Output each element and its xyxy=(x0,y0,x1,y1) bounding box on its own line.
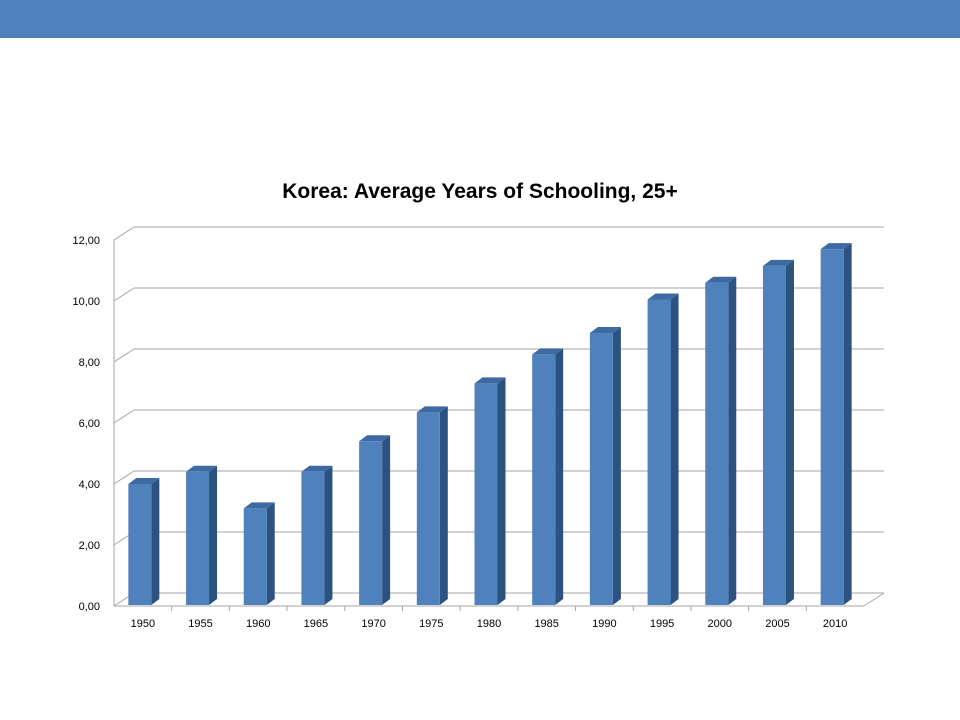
y-tick-label: 4,00 xyxy=(79,479,100,491)
x-tick-label: 1955 xyxy=(188,618,212,630)
x-tick-label: 1995 xyxy=(650,618,674,630)
y-tick-label: 6,00 xyxy=(79,418,100,430)
floor-edge xyxy=(863,592,885,607)
bar-top xyxy=(186,465,218,472)
x-tick-label: 1985 xyxy=(534,618,558,630)
chart-title: Korea: Average Years of Schooling, 25+ xyxy=(282,180,678,203)
x-tick-label: 1950 xyxy=(131,618,155,630)
gridline-depth xyxy=(113,409,135,424)
x-tick-label: 1960 xyxy=(246,618,270,630)
bar-top xyxy=(128,478,160,484)
bar-top xyxy=(359,435,391,442)
bar-top xyxy=(416,406,448,413)
bar-top xyxy=(820,243,852,250)
bar-top xyxy=(705,276,737,283)
grid-layer xyxy=(113,226,885,611)
bar-side xyxy=(670,293,679,605)
x-tick-label: 1965 xyxy=(304,618,328,630)
bar-side xyxy=(439,406,448,605)
x-tick-label: 2000 xyxy=(708,618,732,630)
bar-side xyxy=(555,348,564,605)
bar xyxy=(589,333,613,605)
bar-top xyxy=(589,327,621,334)
bar xyxy=(647,299,671,605)
gridline-depth xyxy=(113,348,135,363)
bar-top xyxy=(532,348,564,355)
x-tick-label: 1980 xyxy=(477,618,501,630)
x-tick-label: 1990 xyxy=(592,618,616,630)
bar-side xyxy=(324,465,333,605)
bar-side xyxy=(728,276,737,605)
bar xyxy=(474,383,498,605)
bar-side xyxy=(382,435,391,605)
bar xyxy=(762,265,786,605)
y-tick-label: 12,00 xyxy=(72,235,100,247)
bar xyxy=(186,471,210,605)
bar-top xyxy=(243,502,275,509)
bar xyxy=(705,282,729,605)
bar-side xyxy=(785,259,794,605)
bar-top xyxy=(647,293,679,300)
bar-side xyxy=(497,377,506,605)
x-tick-label: 2010 xyxy=(823,618,847,630)
x-tick-label: 1970 xyxy=(361,618,385,630)
bar-layer xyxy=(128,243,852,605)
bar-side xyxy=(209,465,218,605)
bar xyxy=(243,508,267,605)
bar xyxy=(820,249,844,605)
bar-side xyxy=(843,243,852,605)
y-tick-label: 0,00 xyxy=(79,601,100,613)
bar-side xyxy=(612,327,621,605)
y-tick-label: 10,00 xyxy=(72,296,100,308)
bar xyxy=(301,471,325,605)
y-tick-label: 2,00 xyxy=(79,540,100,552)
bar-top xyxy=(474,377,506,384)
bar xyxy=(128,484,152,605)
bar xyxy=(532,354,556,605)
x-tick-label: 2005 xyxy=(765,618,789,630)
bar-top xyxy=(762,259,794,266)
gridline-depth xyxy=(113,287,135,302)
x-tick-label: 1975 xyxy=(419,618,443,630)
bar-side xyxy=(151,478,160,605)
y-tick-label: 8,00 xyxy=(79,357,100,369)
gridline-depth xyxy=(113,226,135,241)
bar-top xyxy=(301,465,333,472)
slide-header-bar xyxy=(0,0,960,38)
gridline-depth xyxy=(113,470,135,485)
bar-side xyxy=(266,502,275,605)
bar xyxy=(416,412,440,605)
bar xyxy=(359,441,383,605)
axis-labels: 0,00 2,00 4,00 6,00 8,00 10,00 12,00 1950 1955 19… xyxy=(72,235,847,630)
